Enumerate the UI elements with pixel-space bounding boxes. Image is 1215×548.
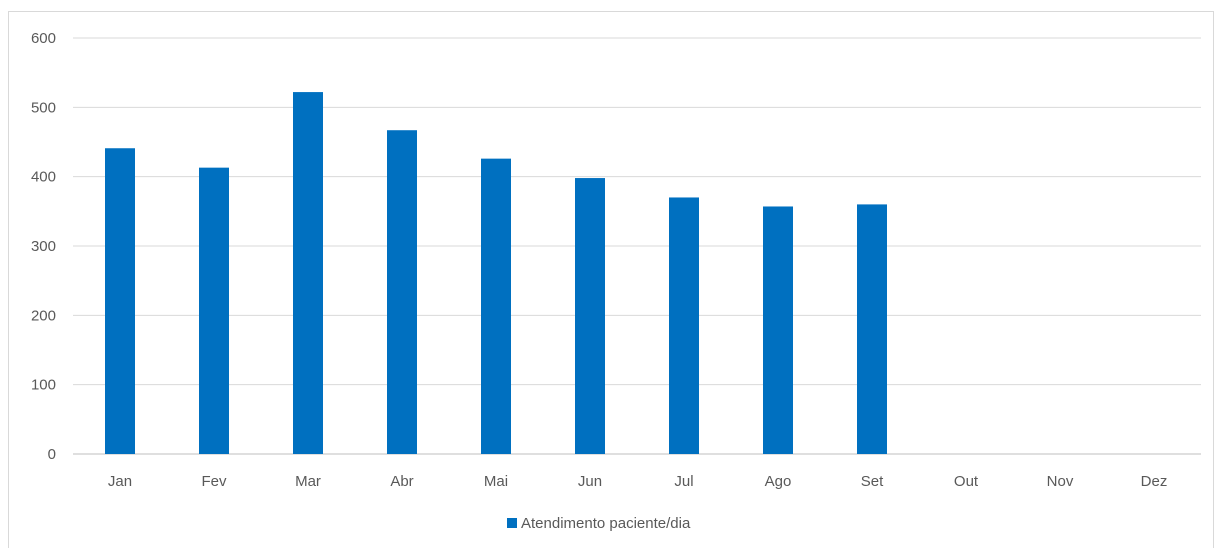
x-tick-label: Nov: [1047, 473, 1074, 490]
x-tick-label: Abr: [390, 473, 413, 490]
x-tick-label: Out: [954, 473, 979, 490]
bar: [669, 197, 699, 454]
bar: [857, 204, 887, 454]
bar: [763, 206, 793, 454]
x-tick-label: Dez: [1141, 473, 1168, 490]
y-tick-label: 100: [31, 377, 56, 394]
y-axis-tick-labels: 0 100 200 300 400 500 600: [31, 30, 56, 463]
y-tick-label: 600: [31, 30, 56, 47]
x-tick-label: Jun: [578, 473, 602, 490]
y-tick-label: 300: [31, 238, 56, 255]
legend-swatch: [507, 518, 517, 528]
x-tick-label: Jan: [108, 473, 132, 490]
gridlines: [73, 37, 1201, 455]
y-tick-label: 200: [31, 307, 56, 324]
bar: [105, 148, 135, 455]
bar: [387, 130, 417, 455]
legend: Atendimento paciente/dia: [507, 515, 691, 532]
x-tick-label: Set: [861, 473, 884, 490]
bar: [481, 158, 511, 454]
x-axis-tick-labels: Jan Fev Mar Abr Mai Jun Jul Ago Set Out Nov Dez: [108, 473, 1167, 490]
bar: [575, 178, 605, 454]
bars: [105, 92, 887, 455]
y-tick-label: 0: [48, 446, 56, 463]
x-tick-label: Ago: [765, 473, 792, 490]
y-tick-label: 500: [31, 99, 56, 116]
x-tick-label: Mai: [484, 473, 508, 490]
bar: [199, 167, 229, 455]
x-tick-label: Fev: [201, 473, 227, 490]
x-tick-label: Jul: [674, 473, 693, 490]
chart-frame: [8, 11, 1214, 548]
x-tick-label: Mar: [295, 473, 321, 490]
legend-label: Atendimento paciente/dia: [521, 515, 691, 532]
y-tick-label: 400: [31, 169, 56, 186]
bar: [293, 92, 323, 454]
